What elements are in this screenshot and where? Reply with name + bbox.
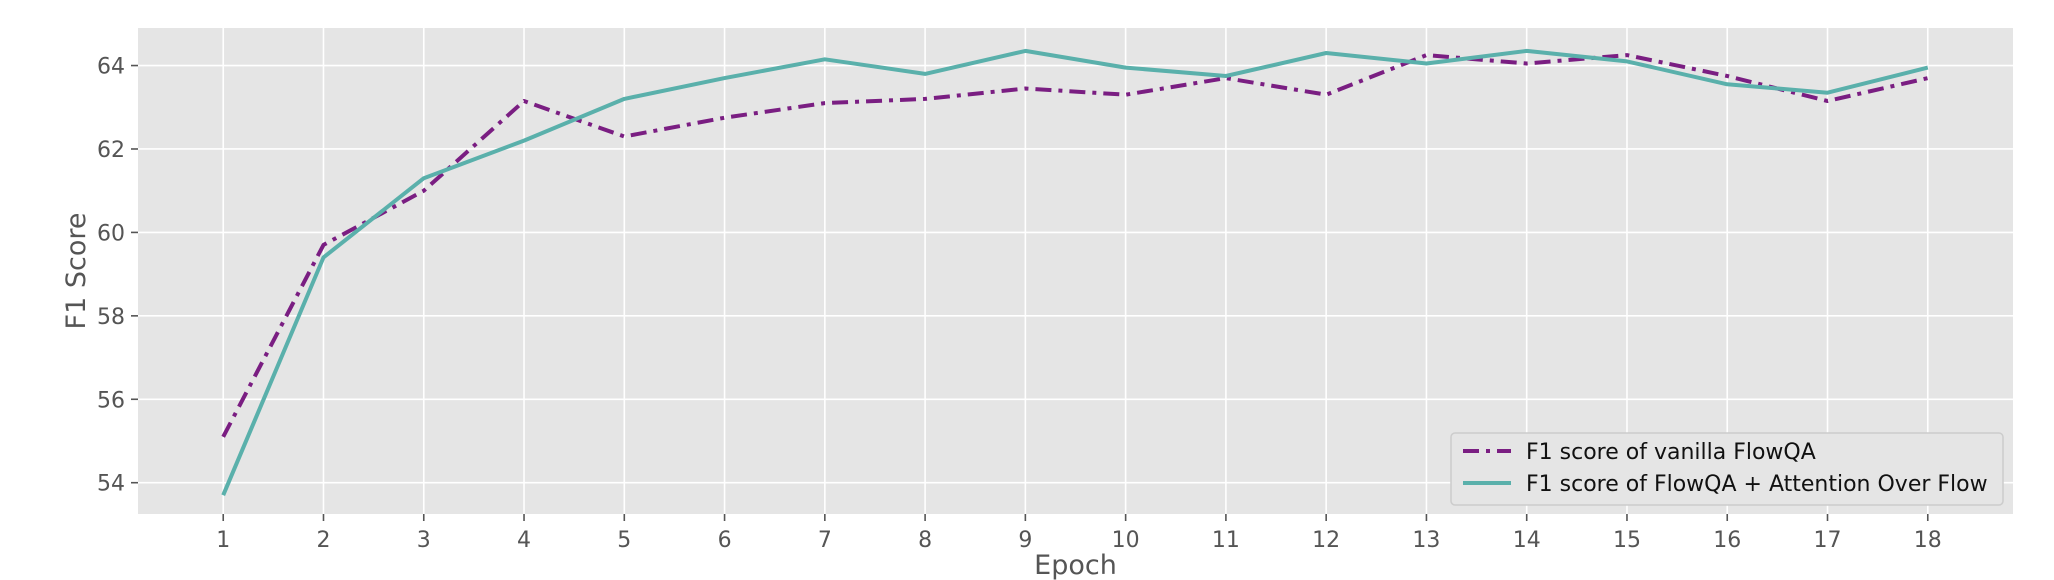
x-tick-label: 6 [718, 528, 732, 553]
x-tick-label: 8 [918, 528, 932, 553]
y-tick-label: 58 [97, 305, 125, 330]
y-tick-label: 54 [97, 472, 125, 497]
x-tick-label: 14 [1513, 528, 1541, 553]
x-tick-label: 16 [1713, 528, 1741, 553]
legend-box [1450, 432, 2004, 506]
x-tick-label: 12 [1312, 528, 1340, 553]
x-tick-label: 10 [1112, 528, 1140, 553]
x-tick-label: 15 [1613, 528, 1641, 553]
series-line-vanilla-flowqa [221, 53, 1929, 438]
series-line-flowqa-attention [221, 48, 1929, 496]
x-tick-label: 4 [517, 528, 531, 553]
x-tick-label: 13 [1412, 528, 1440, 553]
y-tick-label: 64 [97, 55, 125, 80]
x-tick-label: 9 [1018, 528, 1032, 553]
x-tick-label: 2 [316, 528, 330, 553]
x-tick-label: 5 [617, 528, 631, 553]
series-lines [221, 48, 1929, 496]
y-tick-label: 60 [97, 221, 125, 246]
x-axis-label: Epoch [1034, 550, 1117, 580]
legend: F1 score of vanilla FlowQA F1 score of F… [1450, 432, 2004, 506]
y-tick-label: 56 [97, 388, 125, 413]
x-tick-label: 17 [1814, 528, 1842, 553]
x-tick-label: 1 [216, 528, 230, 553]
legend-label-vanilla-flowqa: F1 score of vanilla FlowQA [1526, 440, 1816, 465]
legend-label-flowqa-attention: F1 score of FlowQA + Attention Over Flow [1526, 472, 1988, 497]
y-axis-ticks: 54 56 58 60 62 64 [97, 55, 138, 497]
y-tick-label: 62 [97, 138, 125, 163]
x-tick-label: 3 [417, 528, 431, 553]
x-tick-label: 18 [1914, 528, 1942, 553]
x-tick-label: 7 [818, 528, 832, 553]
y-axis-label: F1 Score [61, 213, 92, 330]
x-tick-label: 11 [1212, 528, 1240, 553]
x-axis-ticks: 1 2 3 4 5 6 7 8 9 10 11 12 13 14 15 16 17 18 [216, 514, 1942, 553]
